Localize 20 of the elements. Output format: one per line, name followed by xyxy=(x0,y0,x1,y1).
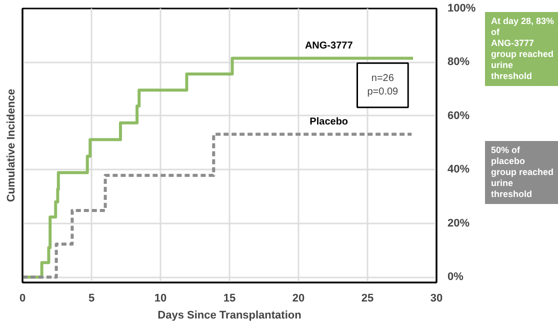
y-axis-title: Cumulative Incidence xyxy=(6,88,18,202)
series-label: ANG-3777 xyxy=(304,40,354,52)
x-tick-label: 0 xyxy=(19,292,26,304)
y-tick-label: 80% xyxy=(448,56,470,68)
x-tick-label: 5 xyxy=(88,292,95,304)
y-tick-label: 60% xyxy=(448,110,470,122)
y-tick-label: 100% xyxy=(448,2,476,14)
x-tick-label: 25 xyxy=(361,292,374,304)
x-axis-title: Days Since Transplantation xyxy=(158,310,302,322)
y-tick-label: 0% xyxy=(448,271,464,284)
text: At day 28, 83% of ANG-3777 group reached urine threshold xyxy=(491,16,555,82)
annotation: n=26 p=0.09 xyxy=(367,73,399,98)
x-tick-label: 15 xyxy=(223,292,236,304)
x-tick-label: 30 xyxy=(430,292,443,304)
y-tick-label: 20% xyxy=(448,217,470,230)
text: 50% of placebo group reached urine threshold xyxy=(491,145,555,200)
y-tick-label: 40% xyxy=(448,164,470,176)
x-tick-label: 20 xyxy=(292,292,305,304)
x-tick-label: 10 xyxy=(154,292,167,304)
series-label: Placebo xyxy=(310,116,348,128)
